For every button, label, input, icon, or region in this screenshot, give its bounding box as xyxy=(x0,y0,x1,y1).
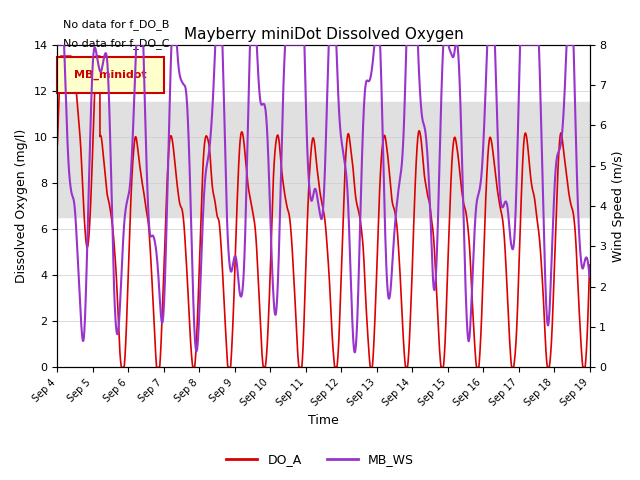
Y-axis label: Wind Speed (m/s): Wind Speed (m/s) xyxy=(612,150,625,262)
Legend: DO_A, MB_WS: DO_A, MB_WS xyxy=(221,448,419,471)
Bar xyxy=(58,102,589,217)
Text: No data for f_DO_C: No data for f_DO_C xyxy=(63,38,169,49)
FancyBboxPatch shape xyxy=(58,58,164,93)
Text: No data for f_DO_B: No data for f_DO_B xyxy=(63,19,169,30)
Title: Mayberry miniDot Dissolved Oxygen: Mayberry miniDot Dissolved Oxygen xyxy=(184,27,463,42)
Y-axis label: Dissolved Oxygen (mg/l): Dissolved Oxygen (mg/l) xyxy=(15,129,28,283)
X-axis label: Time: Time xyxy=(308,414,339,427)
Text: MB_minidot: MB_minidot xyxy=(74,70,147,80)
